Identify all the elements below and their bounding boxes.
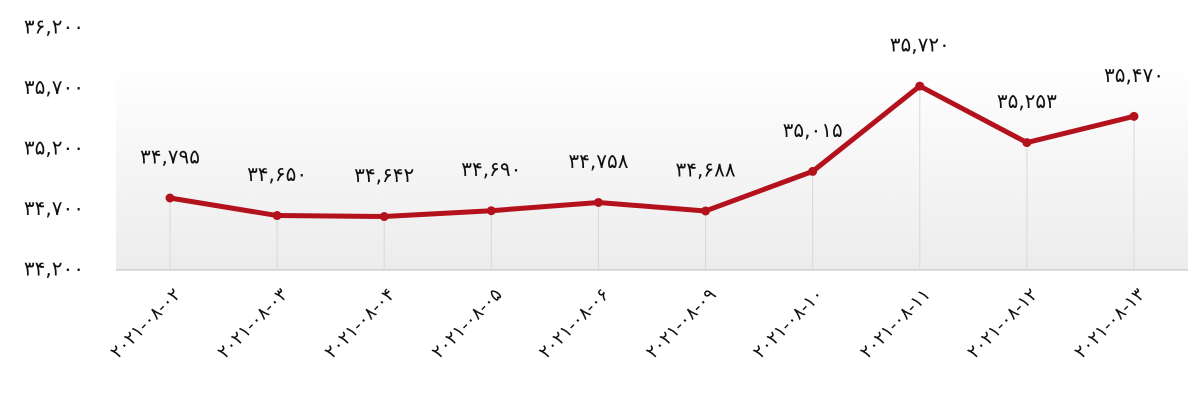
data-label: ۳۴,۷۹۵ (140, 145, 200, 169)
x-tick-label: ۲۰۲۱-۰۸-۱۰ (749, 284, 828, 363)
point (165, 193, 175, 203)
y-tick-label: ۳۶,۲۰۰ (24, 15, 84, 39)
data-label: ۳۴,۶۵۰ (247, 162, 307, 186)
plot-background (116, 60, 1188, 270)
x-tick-label: ۲۰۲۱-۰۸-۱۳ (1070, 284, 1149, 363)
point (808, 166, 818, 176)
x-tick-label: ۲۰۲۱-۰۸-۰۴ (321, 284, 400, 363)
x-tick-label: ۲۰۲۱-۰۸-۰۵ (428, 284, 507, 363)
y-tick-label: ۳۵,۷۰۰ (24, 75, 84, 99)
data-label: ۳۴,۷۵۸ (568, 149, 628, 173)
x-tick-label: ۲۰۲۱-۰۸-۰۳ (213, 284, 292, 363)
y-tick-label: ۳۴,۲۰۰ (24, 257, 84, 281)
x-tick-label: ۲۰۲۱-۰۸-۰۲ (106, 284, 185, 363)
data-label: ۳۴,۶۸۸ (676, 157, 736, 181)
point (1129, 111, 1139, 121)
y-tick-label: ۳۴,۷۰۰ (24, 196, 84, 220)
data-label: ۳۵,۰۱۵ (783, 118, 843, 142)
x-tick-label: ۲۰۲۱-۰۸-۰۶ (535, 284, 614, 363)
data-label: ۳۵,۲۵۳ (997, 89, 1057, 113)
data-label: ۳۴,۶۴۲ (354, 163, 414, 187)
y-tick-label: ۳۵,۲۰۰ (24, 136, 84, 160)
x-tick-label: ۲۰۲۱-۰۸-۰۹ (642, 284, 721, 363)
x-tick-label: ۲۰۲۱-۰۸-۱۲ (963, 284, 1042, 363)
series-line (169, 83, 1135, 220)
point (486, 206, 496, 216)
point (701, 206, 711, 216)
point (915, 81, 925, 91)
x-tick-label: ۲۰۲۱-۰۸-۱۱ (856, 284, 935, 363)
point (593, 197, 603, 207)
data-label: ۳۵,۷۲۰ (890, 33, 950, 57)
data-label: ۳۴,۶۹۰ (461, 157, 521, 181)
data-label: ۳۵,۴۷۰ (1104, 63, 1164, 87)
point (1022, 138, 1032, 148)
point (272, 211, 282, 221)
point (379, 212, 389, 222)
